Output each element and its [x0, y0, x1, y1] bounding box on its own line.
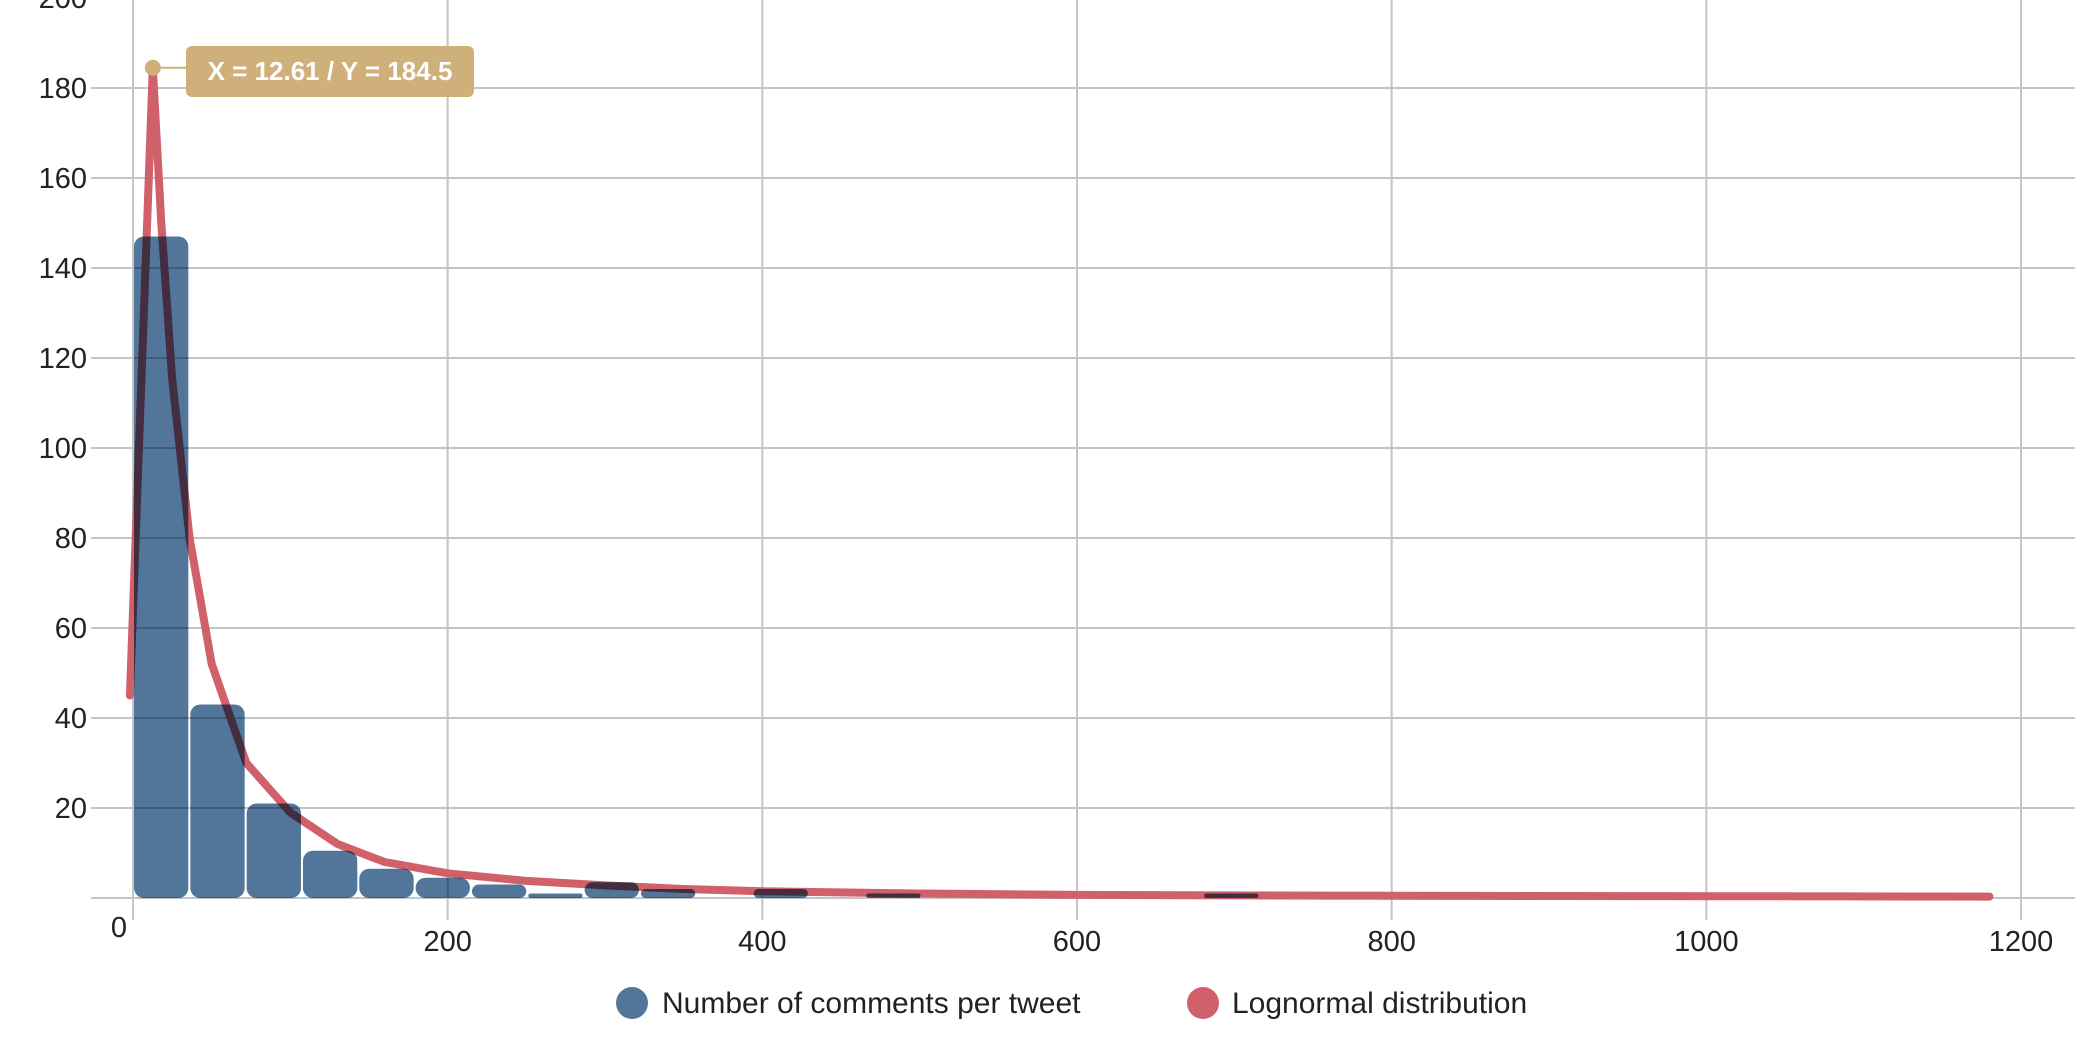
- histogram-bar: [134, 236, 189, 898]
- histogram-bar: [866, 893, 921, 898]
- curve-line: [125, 63, 1994, 901]
- legend-label-curve: Lognormal distribution: [1232, 987, 1527, 1020]
- y-tick-label: 160: [39, 163, 87, 195]
- tooltip-label: X = 12.61 / Y = 184.5: [208, 56, 453, 86]
- histogram-bar: [359, 868, 414, 898]
- x-tick-label: 1200: [1989, 926, 2054, 958]
- tooltip: X = 12.61 / Y = 184.5: [144, 46, 474, 97]
- legend: Number of comments per tweet Lognormal d…: [616, 987, 1527, 1020]
- legend-marker-curve: [1187, 987, 1219, 1019]
- x-tick-label: 600: [1053, 926, 1101, 958]
- y-tick-label: 60: [55, 613, 87, 645]
- y-tick-label: 100: [39, 433, 87, 465]
- histogram-bar: [302, 850, 358, 898]
- y-tick-label: 120: [39, 343, 87, 375]
- x-tick-label: 1000: [1674, 926, 1739, 958]
- histogram-bar: [471, 884, 527, 898]
- x-tick-label: 400: [738, 926, 786, 958]
- legend-label-histogram: Number of comments per tweet: [662, 987, 1081, 1020]
- y-tick-label: 40: [55, 703, 87, 735]
- y-axis-labels: 20 40 60 80 100 120 140 160 180 200: [39, 0, 87, 825]
- x-tick-label: 200: [423, 926, 471, 958]
- tooltip-point: [144, 59, 161, 76]
- histogram-bar: [528, 893, 583, 898]
- x-tick-label: 800: [1367, 926, 1415, 958]
- histogram-bar: [640, 889, 696, 898]
- histogram-bar: [1204, 893, 1259, 898]
- x-axis-labels: 0 200 400 600 800 1000 1200: [111, 912, 2053, 958]
- y-tick-label: 180: [39, 73, 87, 105]
- histogram-bar: [753, 889, 808, 898]
- histogram-bar: [415, 877, 470, 898]
- histogram-bars: [134, 236, 1259, 898]
- legend-item-histogram[interactable]: Number of comments per tweet: [616, 987, 1081, 1020]
- legend-marker-histogram: [616, 987, 648, 1019]
- lognormal-curve: [125, 63, 1994, 901]
- histogram-bar: [246, 803, 301, 898]
- tooltip-box: [186, 46, 474, 97]
- y-tick-label: 200: [39, 0, 87, 15]
- y-tick-label: 80: [55, 523, 87, 555]
- grid: [91, 0, 2075, 920]
- histogram-bar: [584, 882, 639, 898]
- histogram-bar: [190, 704, 245, 898]
- legend-item-curve[interactable]: Lognormal distribution: [1187, 987, 1527, 1020]
- y-tick-label: 140: [39, 253, 87, 285]
- x-tick-label: 0: [111, 912, 127, 944]
- y-tick-label: 20: [55, 793, 87, 825]
